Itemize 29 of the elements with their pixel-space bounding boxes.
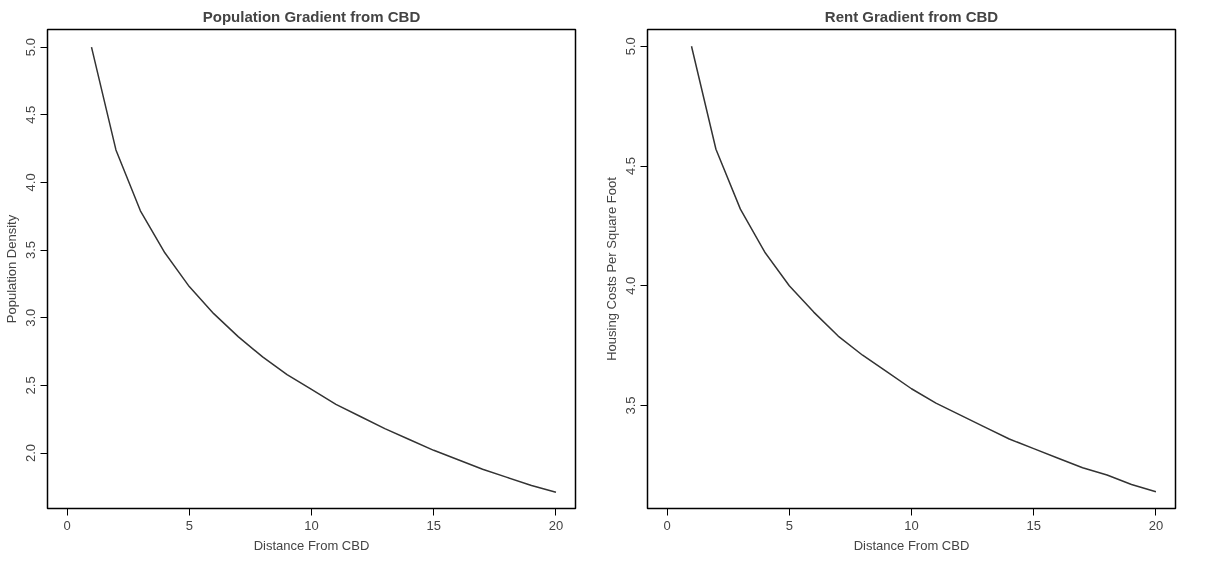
y-tick-label: 5.0 — [23, 38, 39, 57]
x-tick-label: 15 — [426, 517, 441, 533]
y-tick-label: 5.0 — [623, 37, 639, 56]
y-tick-label: 4.5 — [623, 156, 639, 176]
chart-title: Rent Gradient from CBD — [824, 7, 999, 25]
x-tick-label: 15 — [1026, 517, 1041, 533]
x-axis-title: Distance From CBD — [853, 537, 970, 553]
x-tick-label: 0 — [663, 517, 671, 533]
y-axis-title: Housing Costs Per Square Foot — [603, 176, 619, 361]
y-tick-label: 4.5 — [23, 105, 39, 124]
x-tick-label: 5 — [785, 517, 793, 533]
chart-title: Population Gradient from CBD — [202, 7, 421, 25]
y-tick-label: 3.0 — [23, 308, 39, 327]
x-tick-label: 5 — [185, 517, 193, 533]
y-tick-label: 4.0 — [623, 276, 639, 295]
y-tick-label: 3.5 — [623, 396, 639, 415]
x-tick-label: 20 — [548, 517, 564, 533]
y-tick-label: 2.0 — [23, 443, 39, 463]
x-tick-label: 10 — [304, 517, 319, 533]
x-tick-label: 0 — [63, 517, 71, 533]
x-tick-label: 10 — [904, 517, 919, 533]
x-axis-title: Distance From CBD — [253, 537, 370, 553]
y-tick-label: 3.5 — [23, 241, 39, 260]
line-series — [690, 45, 1157, 493]
y-tick-label: 4.0 — [23, 173, 39, 192]
x-tick-label: 20 — [1148, 517, 1164, 533]
y-axis-title: Population Density — [3, 214, 19, 324]
y-tick-label: 2.5 — [23, 376, 39, 395]
line-series — [90, 46, 557, 494]
